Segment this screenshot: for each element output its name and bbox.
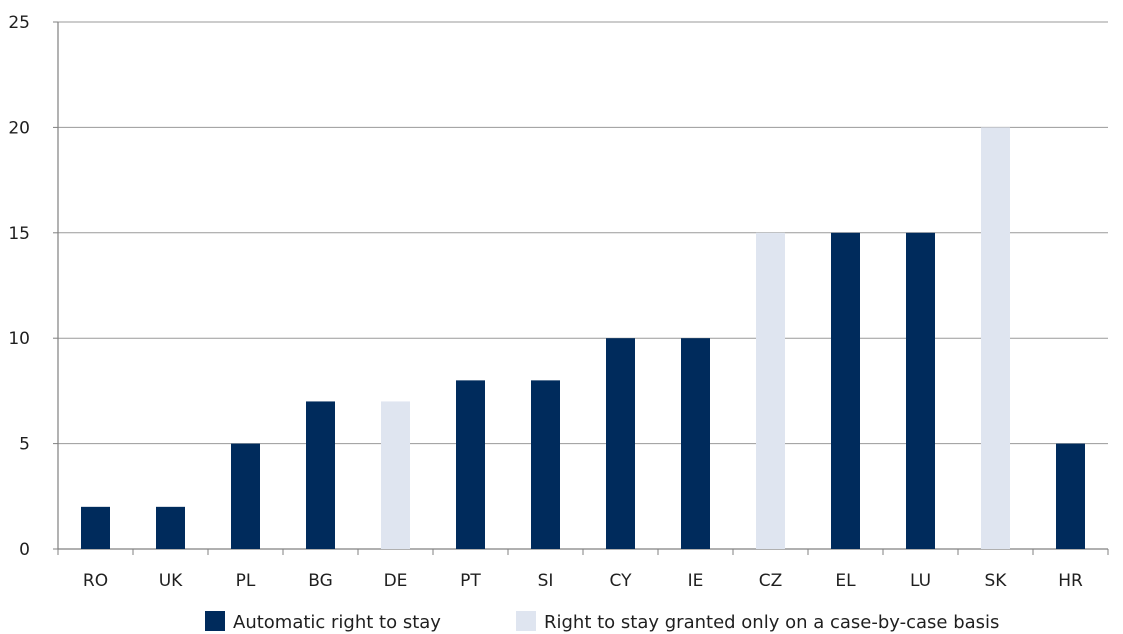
legend-swatch bbox=[205, 611, 225, 631]
legend: Automatic right to stay Right to stay gra… bbox=[205, 611, 999, 633]
x-tick-label: SK bbox=[985, 571, 1008, 591]
legend-item-automatic: Automatic right to stay bbox=[205, 611, 441, 633]
x-tick-label: SI bbox=[538, 571, 554, 591]
bar-ie bbox=[681, 338, 710, 549]
legend-swatch bbox=[516, 611, 536, 631]
y-tick-label: 0 bbox=[19, 540, 30, 560]
y-tick-label: 25 bbox=[8, 13, 30, 33]
x-tick-label: HR bbox=[1058, 571, 1083, 591]
x-tick-label: PL bbox=[236, 571, 256, 591]
y-tick-label: 5 bbox=[19, 435, 30, 455]
y-tick-label: 15 bbox=[8, 224, 30, 244]
bar-cz bbox=[756, 232, 785, 550]
y-tick-label: 10 bbox=[8, 329, 30, 349]
bar-hr bbox=[1056, 443, 1085, 549]
bar-pl bbox=[231, 443, 260, 549]
x-tick-label: LU bbox=[910, 571, 931, 591]
y-tick-label: 20 bbox=[8, 118, 30, 138]
axes bbox=[57, 22, 1108, 550]
x-tick-labels: RO UK PL BG DE PT SI CY IE CZ EL LU SK HR bbox=[57, 549, 1109, 591]
x-tick-label: BG bbox=[308, 571, 333, 591]
bar-lu bbox=[906, 232, 935, 550]
x-tick-label: EL bbox=[835, 571, 856, 591]
bar-pt bbox=[456, 380, 485, 549]
bar-el bbox=[831, 232, 860, 550]
x-tick-label: PT bbox=[460, 571, 481, 591]
legend-label: Automatic right to stay bbox=[233, 612, 441, 633]
bar-uk bbox=[156, 506, 185, 549]
bar-ro bbox=[81, 506, 110, 549]
x-tick-label: RO bbox=[83, 571, 108, 591]
x-tick-label: CZ bbox=[759, 571, 783, 591]
bar-sk bbox=[981, 127, 1010, 550]
legend-label: Right to stay granted only on a case-by-… bbox=[544, 612, 999, 633]
x-tick-label: UK bbox=[159, 571, 183, 591]
bar-bg bbox=[306, 401, 335, 549]
x-tick-label: IE bbox=[688, 571, 704, 591]
x-tick-label: DE bbox=[384, 571, 408, 591]
legend-item-case-by-case: Right to stay granted only on a case-by-… bbox=[516, 611, 999, 633]
gridlines bbox=[58, 21, 1108, 445]
bars bbox=[81, 127, 1085, 550]
y-tick-labels: 0 5 10 15 20 25 bbox=[8, 13, 58, 560]
bar-de bbox=[381, 401, 410, 549]
x-tick-label: CY bbox=[610, 571, 633, 591]
bar-cy bbox=[606, 338, 635, 549]
bar-si bbox=[531, 380, 560, 549]
